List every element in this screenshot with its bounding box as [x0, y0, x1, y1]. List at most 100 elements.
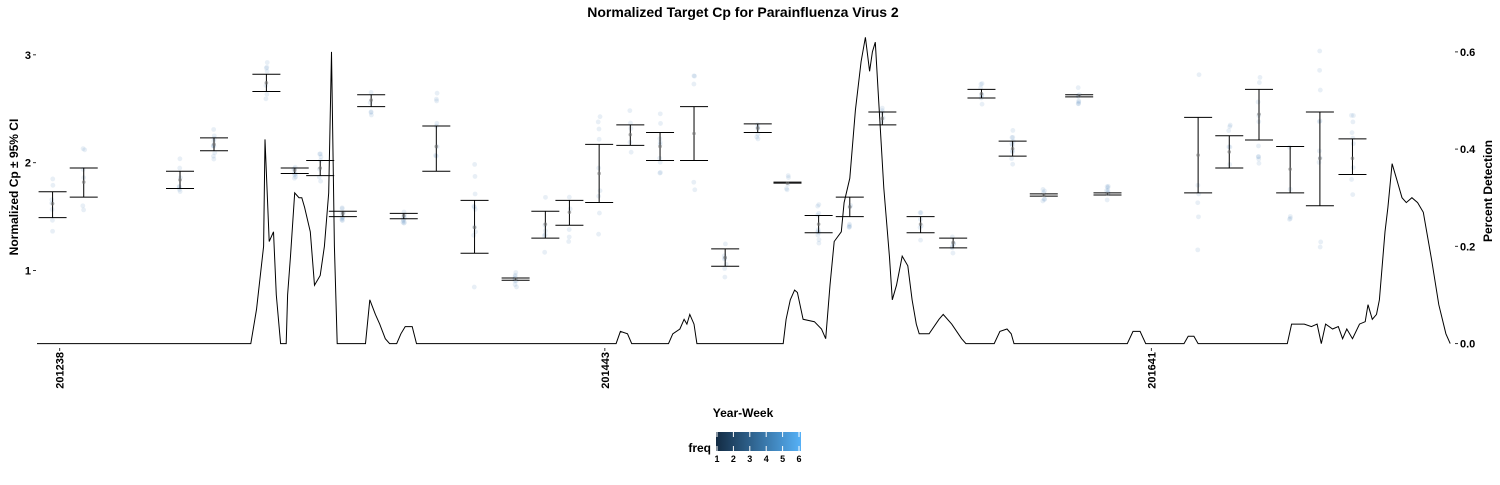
error-bar-mean — [1227, 150, 1232, 154]
data-point — [567, 206, 573, 212]
error-bar — [773, 181, 802, 185]
data-point — [949, 244, 955, 250]
data-point — [1227, 124, 1233, 129]
error-bar-mean — [979, 91, 984, 96]
data-point — [1227, 122, 1233, 128]
data-point — [1287, 144, 1292, 150]
error-bar — [646, 131, 675, 161]
error-bar — [1276, 145, 1305, 194]
error-bar-mean — [434, 144, 439, 149]
error-bar-mean — [816, 222, 821, 226]
data-point — [401, 216, 406, 222]
error-bar — [1093, 192, 1122, 196]
data-point — [723, 241, 728, 247]
error-bar — [616, 124, 645, 146]
data-point — [317, 151, 323, 157]
x-tick-label: 201443 — [600, 352, 612, 389]
legend-tick-label: 3 — [747, 454, 752, 464]
error-bar — [835, 196, 864, 218]
error-bar — [280, 167, 309, 174]
data-point — [512, 282, 518, 287]
data-point — [471, 203, 477, 209]
data-point — [566, 227, 572, 232]
data-point — [211, 153, 216, 159]
data-point — [1256, 156, 1262, 162]
data-point — [543, 194, 548, 200]
data-point — [1257, 75, 1263, 80]
error-bar-mean — [472, 225, 477, 230]
data-point — [847, 221, 852, 227]
data-point — [1350, 119, 1356, 125]
data-point — [514, 284, 519, 290]
error-bar — [1305, 111, 1334, 207]
data-point — [1105, 183, 1111, 189]
error-bar — [743, 123, 772, 133]
data-point — [658, 121, 663, 126]
data-point — [978, 81, 984, 87]
data-point — [596, 193, 602, 199]
data-point — [597, 210, 602, 216]
data-point — [1104, 184, 1110, 190]
data-point — [1010, 134, 1016, 140]
error-bar-mean — [178, 178, 182, 182]
data-point — [918, 237, 923, 243]
data-point — [1040, 187, 1046, 192]
data-point — [1318, 239, 1324, 245]
data-point — [368, 90, 374, 95]
data-point — [434, 98, 440, 104]
error-bar-mean — [292, 168, 297, 173]
data-point — [542, 249, 548, 255]
data-point — [50, 228, 55, 234]
data-point — [177, 165, 183, 171]
data-point — [369, 112, 374, 118]
data-point — [847, 224, 852, 230]
data-point — [918, 210, 924, 216]
data-point — [658, 170, 663, 175]
errorbar-layer — [38, 73, 1367, 281]
data-point — [1256, 80, 1262, 85]
x-tick-label: 201238 — [55, 352, 67, 389]
data-point — [816, 237, 822, 243]
data-point — [1287, 215, 1293, 221]
data-point — [815, 232, 821, 238]
data-point — [1349, 112, 1354, 118]
data-point — [263, 65, 269, 71]
data-point — [755, 131, 761, 137]
data-point — [1316, 119, 1322, 125]
data-point — [1226, 128, 1232, 134]
data-point — [211, 156, 217, 162]
data-point — [317, 151, 323, 157]
data-point — [292, 175, 297, 181]
error-bar-mean — [341, 211, 345, 216]
data-point — [1349, 130, 1355, 136]
data-point — [318, 154, 324, 160]
data-point — [82, 147, 88, 153]
data-point — [264, 60, 270, 65]
error-bar-mean — [1288, 167, 1292, 171]
detection-line-layer — [37, 37, 1451, 345]
data-point — [755, 136, 761, 142]
data-point — [1317, 48, 1323, 54]
error-bar-mean — [723, 255, 727, 260]
data-point — [339, 205, 345, 211]
y-right-tick-label: 0.6 — [1460, 47, 1475, 59]
error-bar — [422, 125, 451, 172]
legend-tick-label: 5 — [780, 454, 785, 464]
data-point — [177, 156, 183, 162]
data-point — [339, 206, 345, 212]
data-point — [472, 206, 478, 212]
data-point — [1350, 165, 1356, 171]
data-point — [657, 170, 663, 176]
chart-title: Normalized Target Cp for Parainfluenza V… — [587, 4, 899, 20]
data-point — [1351, 113, 1356, 118]
data-point — [657, 159, 663, 165]
legend-tick-label: 4 — [764, 454, 769, 464]
x-axis: 201238 201443 201641 — [55, 348, 1158, 389]
y-left-tick-label: 3 — [25, 50, 31, 62]
legend-ticks: 1 2 3 4 5 6 — [714, 432, 802, 464]
error-bar-mean — [918, 222, 923, 226]
error-bar-mean — [1196, 153, 1200, 157]
error-bar — [585, 143, 614, 204]
y-axis-title-left: Normalized Cp ± 95% CI — [7, 119, 21, 256]
